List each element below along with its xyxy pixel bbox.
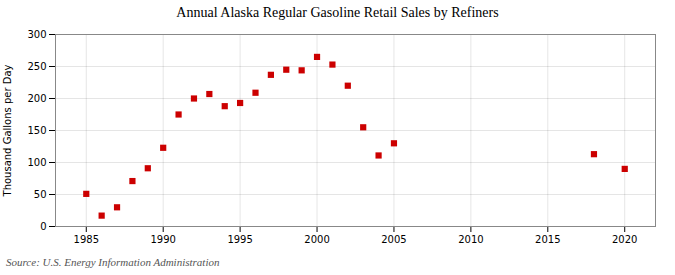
- svg-text:2000: 2000: [304, 234, 329, 245]
- svg-text:1995: 1995: [227, 234, 252, 245]
- svg-text:200: 200: [27, 93, 46, 104]
- svg-text:2005: 2005: [381, 234, 406, 245]
- html-text:Annual Alaska Regular Gasoline: Annual Alaska Regular Gasoline Retail Sa…: [176, 5, 499, 20]
- svg-text:1985: 1985: [74, 234, 99, 245]
- svg-text:2020: 2020: [612, 234, 637, 245]
- svg-text:1990: 1990: [150, 234, 175, 245]
- svg-text:0: 0: [40, 221, 46, 232]
- svg-text:300: 300: [27, 29, 46, 40]
- html-text:Source: U.S. Energy Informatio: Source: U.S. Energy Information Administ…: [6, 256, 220, 268]
- svg-text:50: 50: [34, 189, 47, 200]
- svg-text:Thousand Gallons per Day: Thousand Gallons per Day: [2, 64, 13, 197]
- svg-text:2010: 2010: [458, 234, 483, 245]
- svg-text:250: 250: [27, 61, 46, 72]
- svg-text:150: 150: [27, 125, 46, 136]
- svg-text:100: 100: [27, 157, 46, 168]
- svg-text:2015: 2015: [535, 234, 560, 245]
